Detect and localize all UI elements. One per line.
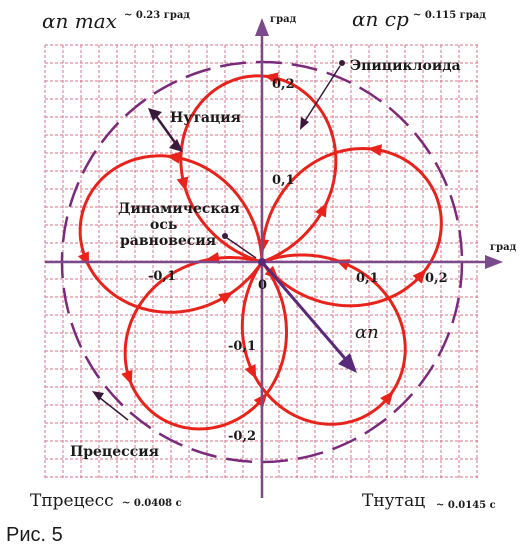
x-axis-unit: град <box>490 242 517 253</box>
nutation-arrow-up-icon <box>148 108 162 121</box>
y-axis-unit: град <box>270 14 297 25</box>
t-nutation-value: ~ 0.0145 с <box>436 500 496 511</box>
alpha-avg-label: αп ср <box>352 7 409 31</box>
direction-arrow-icon <box>121 369 133 386</box>
origin-dot <box>258 258 266 266</box>
direction-arrow-icon <box>315 202 328 218</box>
tick-x-pos-0: 0,1 <box>356 271 379 286</box>
direction-arrow-icon <box>412 269 427 284</box>
dynamic-axis-label-1: Динамическая <box>118 201 240 217</box>
direction-arrow-icon <box>244 363 257 380</box>
precession-pointer-line <box>99 397 129 421</box>
tick-y-pos-1: 0,1 <box>272 173 295 188</box>
direction-arrow-icon <box>380 390 394 406</box>
epicycloid-pointer-line <box>302 65 341 125</box>
direction-arrow-icon <box>176 176 189 192</box>
epicycloid-label: Эпициклоида <box>350 58 461 74</box>
nutation-label: Нутация <box>170 110 241 126</box>
t-nutation-label: Tнутац <box>362 491 425 511</box>
alpha-max-value: ~ 0.23 град <box>124 10 190 21</box>
direction-arrow-icon <box>367 144 383 157</box>
dynamic-axis-label-3: равновесия <box>120 233 216 249</box>
y-axis-arrow-icon <box>255 18 269 36</box>
tick-y-neg-0: -0,1 <box>228 339 256 354</box>
tick-x-neg-0: -0,1 <box>148 269 176 284</box>
tick-y-neg-1: -0,2 <box>228 429 256 444</box>
origin-label: 0 <box>258 278 267 293</box>
direction-arrow-icon <box>77 251 90 267</box>
epicycloid-path <box>78 74 443 431</box>
precession-pointer-arrow-icon <box>92 391 104 401</box>
dynamic-axis-pointer-line <box>226 237 257 259</box>
tick-x-pos-1: 0,2 <box>425 271 448 286</box>
alpha-vector-arrow-icon <box>338 353 357 373</box>
dynamic-axis-label-2: ось <box>150 217 177 233</box>
direction-arrow-icon <box>253 393 268 408</box>
alpha-vector <box>260 261 350 363</box>
x-axis-arrow-icon <box>485 255 503 269</box>
t-precession-value: ~ 0.0408 с <box>122 498 182 509</box>
tick-y-pos-0: 0,2 <box>272 77 295 92</box>
alpha-avg-value: ~ 0.115 град <box>413 10 486 21</box>
direction-arrow-icon <box>165 151 181 164</box>
epicycloid-pointer-arrow-icon <box>300 117 309 130</box>
direction-arrow-icon <box>218 291 234 305</box>
direction-arrow-icon <box>263 72 279 85</box>
epicycloid-curve <box>78 74 443 431</box>
precession-label: Прецессия <box>70 444 159 460</box>
nutation-arrow-down-icon <box>169 139 183 152</box>
t-precession-label: Tпрецесс <box>30 491 114 511</box>
dynamic-axis-pointer-dot <box>222 233 228 239</box>
alpha-vector-label: αп <box>355 322 379 343</box>
epicycloid-pointer-dot <box>339 60 345 66</box>
figure-caption: Рис. 5 <box>6 524 63 546</box>
nutation-double-arrow <box>154 115 178 145</box>
alpha-max-label: αп max <box>42 9 117 33</box>
